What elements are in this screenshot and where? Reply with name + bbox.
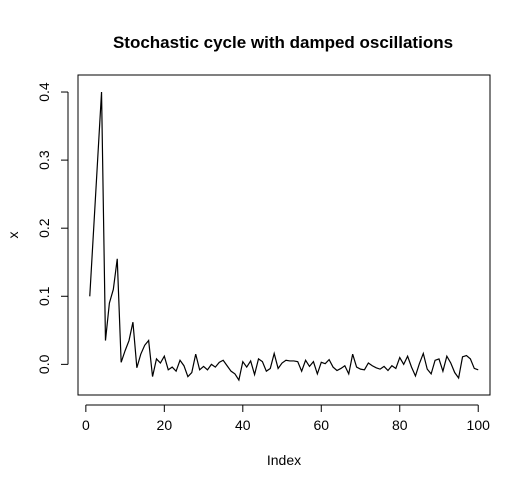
x-tick-label: 60: [313, 417, 329, 433]
plot-frame: [78, 75, 490, 395]
x-axis: 0 20 40 60 80 100: [82, 405, 490, 433]
y-axis-label: x: [5, 232, 21, 239]
x-tick-label: 40: [235, 417, 251, 433]
y-tick-label: 0.4: [36, 82, 52, 102]
y-tick-label: 0.1: [36, 286, 52, 306]
x-tick-label: 100: [467, 417, 491, 433]
y-axis: 0.0 0.1 0.2 0.3 0.4: [36, 82, 68, 374]
x-axis-label: Index: [267, 452, 301, 468]
chart-title: Stochastic cycle with damped oscillation…: [113, 33, 453, 52]
x-tick-label: 20: [157, 417, 173, 433]
y-tick-label: 0.0: [36, 354, 52, 374]
x-tick-label: 80: [392, 417, 408, 433]
series-line: [90, 92, 478, 380]
y-tick-label: 0.2: [36, 218, 52, 238]
y-tick-label: 0.3: [36, 150, 52, 170]
x-tick-label: 0: [82, 417, 90, 433]
